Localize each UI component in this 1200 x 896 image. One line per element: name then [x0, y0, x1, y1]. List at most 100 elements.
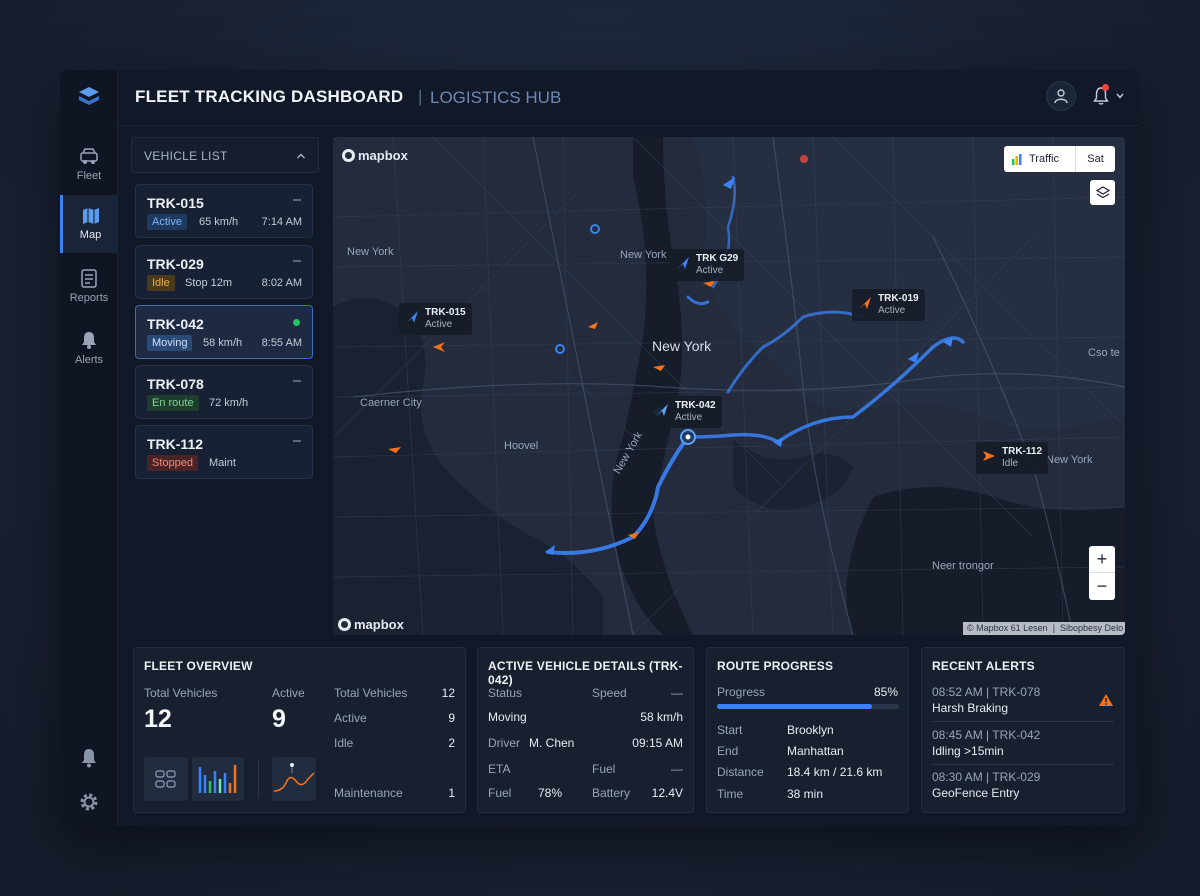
online-dot [293, 319, 300, 326]
satellite-toggle[interactable]: Sat [1087, 153, 1104, 165]
vehicle-map-tag[interactable]: TRK-019 Active [852, 289, 925, 321]
nav-rail: Fleet Map Reports Alerts [60, 70, 118, 826]
page-title: FLEET TRACKING DASHBOARD [135, 87, 404, 106]
zoom-in-button[interactable]: + [1089, 546, 1115, 573]
vehicle-card[interactable]: TRK-042 Moving 58 km/h 8:55 AM [135, 305, 313, 359]
map-place-label: Hoovel [504, 440, 539, 452]
vehicle-map-tag[interactable]: TRK-015 Active [399, 303, 472, 335]
vehicle-map-tag[interactable]: TRK-112 Idle [976, 442, 1049, 474]
bar-chart-icon [1012, 153, 1022, 165]
notifications-bell-icon[interactable] [77, 746, 101, 770]
card-menu-dash [293, 199, 301, 201]
map-canvas [333, 137, 1125, 635]
battery-value: 12.4V [651, 786, 683, 800]
app-window: Fleet Map Reports Alerts FLEET TRACKING … [60, 70, 1140, 826]
vehicle-info: 72 km/h [209, 397, 249, 409]
rail-label-fleet: Fleet [76, 170, 102, 182]
top-bar: FLEET TRACKING DASHBOARD | LOGISTICS HUB [118, 70, 1140, 126]
rail-item-alerts[interactable]: Alerts [60, 319, 118, 377]
map-place-label: Caerner City [360, 397, 422, 409]
truck-icon [80, 148, 98, 164]
alert-text: Idling >15min [932, 744, 1004, 758]
nav-arrow-icon [677, 257, 689, 269]
rail-label-map: Map [79, 229, 102, 241]
vehicle-list-panel: VEHICLE LIST TRK-015 Active 65 km/h 7:14… [131, 137, 319, 479]
vehicle-time: 8:55 AM [261, 337, 302, 349]
panel-title: RECENT ALERTS [932, 659, 1035, 673]
mapbox-logo-bottom: mapbox [338, 617, 404, 632]
route-row-label: End [717, 744, 739, 758]
overview-row-value: 12 [441, 686, 455, 700]
rail-item-reports[interactable]: Reports [60, 257, 118, 315]
vehicle-id: TRK-042 [147, 316, 204, 332]
overview-row-label: Maintenance [334, 786, 403, 800]
fuel-value: 78% [538, 786, 563, 800]
vehicle-info: 58 km/h [203, 337, 243, 349]
nav-arrow-icon [406, 311, 418, 323]
alert-meta: 08:30 AM | TRK-029 [932, 770, 1041, 784]
rail-item-map[interactable]: Map [60, 195, 118, 253]
zoom-control: + − [1089, 546, 1115, 600]
grid-icon [155, 770, 176, 788]
vehicle-info: Stop 12m [185, 277, 233, 289]
vehicle-id: TRK-078 [147, 376, 204, 392]
active-vehicle-details-panel: ACTIVE VEHICLE DETAILS (TRK-042) Status … [477, 647, 694, 813]
vehicle-list-header[interactable]: VEHICLE LIST [131, 137, 319, 173]
zoom-out-button[interactable]: − [1096, 576, 1108, 596]
vehicle-info: 65 km/h [199, 216, 239, 228]
rail-item-fleet[interactable]: Fleet [60, 136, 118, 194]
page-subtitle: LOGISTICS HUB [430, 88, 562, 107]
overview-row-label: Active [334, 711, 367, 725]
vehicle-id: TRK-015 [147, 195, 204, 211]
card-menu-dash [293, 260, 301, 262]
user-avatar[interactable] [1046, 81, 1076, 111]
settings-gear-icon[interactable] [77, 790, 101, 814]
vehicle-card[interactable]: TRK-078 En route 72 km/h [135, 365, 313, 419]
vehicle-map-tag[interactable]: TRK G29 Active [670, 249, 745, 281]
vehicle-card[interactable]: TRK-015 Active 65 km/h 7:14 AM [135, 184, 313, 238]
status-label: Status [488, 686, 523, 700]
alert-item[interactable]: 08:30 AM | TRK-029 GeoFence Entry [932, 770, 1114, 807]
total-vehicles-label: Total Vehicles [144, 686, 218, 700]
vehicle-card[interactable]: TRK-112 Stopped Maint [135, 425, 313, 479]
title-separator: | [418, 87, 423, 106]
fleet-trend-widget[interactable] [272, 757, 316, 801]
driver-label: Driver [488, 736, 520, 750]
fleet-bars-widget[interactable] [192, 757, 244, 801]
speed-value: 58 km/h [640, 710, 683, 724]
status-badge: Active [147, 214, 187, 230]
card-menu-dash [293, 440, 301, 442]
divider [258, 760, 259, 798]
route-row-label: Time [717, 787, 744, 801]
alert-item[interactable]: 08:45 AM | TRK-042 Idling >15min [932, 728, 1114, 765]
fuel-top-label: Fuel [592, 762, 616, 776]
panel-title: ROUTE PROGRESS [717, 659, 834, 673]
overview-row-value: 9 [448, 711, 455, 725]
total-vehicles-value: 12 [144, 705, 172, 733]
traffic-toggle[interactable]: Traffic [1004, 146, 1076, 172]
route-row-value: 38 min [787, 787, 824, 801]
fleet-grid-widget[interactable] [144, 757, 188, 801]
vehicle-card[interactable]: TRK-029 Idle Stop 12m 8:02 AM [135, 245, 313, 299]
map-place-label: New York [652, 338, 712, 354]
layers-button[interactable] [1090, 180, 1115, 205]
vehicle-time: 7:14 AM [261, 216, 302, 228]
status-badge: Stopped [147, 455, 198, 471]
chevron-down-icon[interactable] [1115, 91, 1125, 101]
alert-item[interactable]: 08:52 AM | TRK-078 Harsh Braking [932, 685, 1114, 722]
overview-row-value: 1 [448, 786, 455, 800]
recent-alerts-panel: RECENT ALERTS 08:52 AM | TRK-078 Harsh B… [921, 647, 1125, 813]
map-attribution[interactable]: © Mapbox 61 Lesen | Sibopbesy Delo [963, 622, 1125, 635]
active-label: Active [272, 686, 305, 700]
chevron-up-icon[interactable] [296, 152, 306, 160]
map-view[interactable]: mapbox mapbox New York New York New York… [333, 137, 1125, 635]
driver-time: 09:15 AM [632, 736, 683, 750]
user-icon [1054, 89, 1068, 104]
alert-text: Harsh Braking [932, 701, 1009, 715]
nav-arrow-icon [983, 451, 995, 461]
progress-value: 85% [873, 685, 898, 699]
battery-label: Battery [592, 786, 631, 800]
progress-bar [717, 704, 899, 709]
vehicle-map-tag[interactable]: TRK-042 Active [649, 396, 722, 428]
warning-triangle-icon [1099, 694, 1113, 706]
